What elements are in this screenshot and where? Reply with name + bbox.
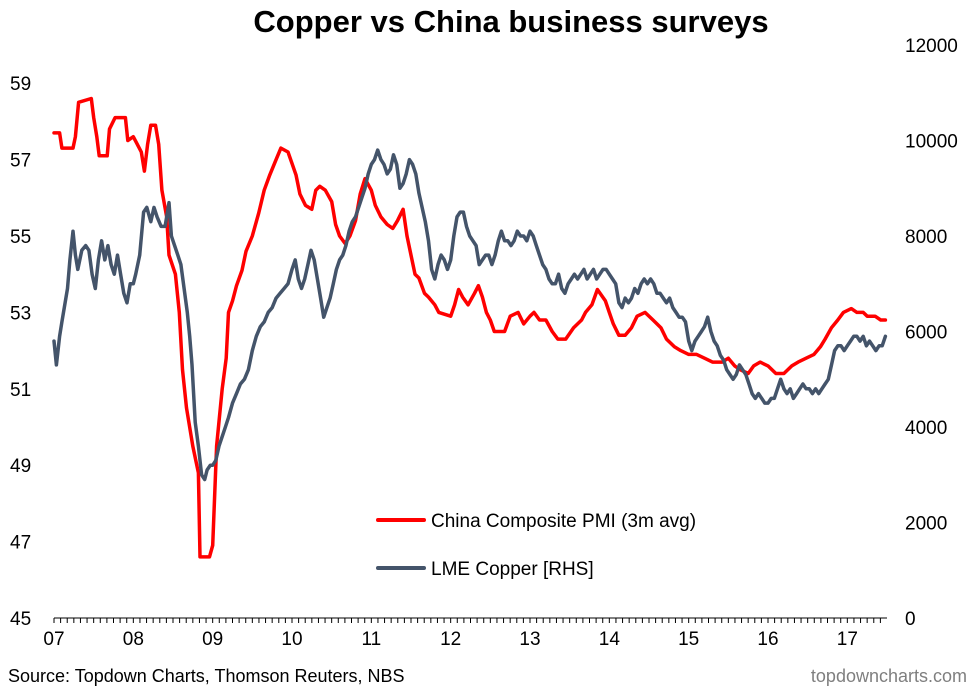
left-tick-label: 49 xyxy=(10,456,31,477)
x-tick-label: 14 xyxy=(599,629,621,650)
x-tick-label: 09 xyxy=(202,629,223,650)
left-tick-label: 53 xyxy=(10,303,31,324)
left-tick-label: 57 xyxy=(10,151,31,172)
x-axis: 07 08 09 10 11 12 13 14 15 16 17 xyxy=(43,617,887,650)
right-tick-label: 10000 xyxy=(905,132,958,153)
right-tick-label: 0 xyxy=(905,609,916,630)
x-tick-label: 15 xyxy=(678,629,699,650)
left-tick-label: 59 xyxy=(10,74,31,95)
x-tick-label: 13 xyxy=(519,629,540,650)
right-tick-label: 8000 xyxy=(905,227,947,248)
right-axis: 0 2000 4000 6000 8000 10000 12000 xyxy=(905,36,958,630)
source-note: Source: Topdown Charts, Thomson Reuters,… xyxy=(8,666,405,686)
right-tick-label: 2000 xyxy=(905,514,947,535)
x-tick-label: 12 xyxy=(440,629,461,650)
x-tick-label: 17 xyxy=(837,629,858,650)
x-tick-label: 08 xyxy=(123,629,144,650)
legend: China Composite PMI (3m avg) LME Copper … xyxy=(376,511,696,580)
right-tick-label: 12000 xyxy=(905,36,958,57)
series-layer xyxy=(52,96,888,559)
left-axis: 45 47 49 51 53 55 57 59 xyxy=(10,74,31,630)
x-tick-label: 10 xyxy=(281,629,302,650)
chart-title: Copper vs China business surveys xyxy=(253,4,768,39)
left-tick-label: 55 xyxy=(10,227,31,248)
right-tick-label: 4000 xyxy=(905,418,947,439)
series-line-pmi xyxy=(52,96,888,559)
right-tick-label: 6000 xyxy=(905,323,947,344)
left-tick-label: 45 xyxy=(10,609,31,630)
x-tick-label: 11 xyxy=(361,629,381,650)
left-tick-label: 51 xyxy=(10,380,31,401)
x-tick-label: 07 xyxy=(43,629,64,650)
legend-label-copper: LME Copper [RHS] xyxy=(431,559,594,580)
series-line-copper xyxy=(52,148,888,482)
left-tick-label: 47 xyxy=(10,533,31,554)
x-tick-label: 16 xyxy=(757,629,778,650)
brand-watermark: topdowncharts.com xyxy=(811,666,967,686)
legend-label-pmi: China Composite PMI (3m avg) xyxy=(431,511,696,532)
